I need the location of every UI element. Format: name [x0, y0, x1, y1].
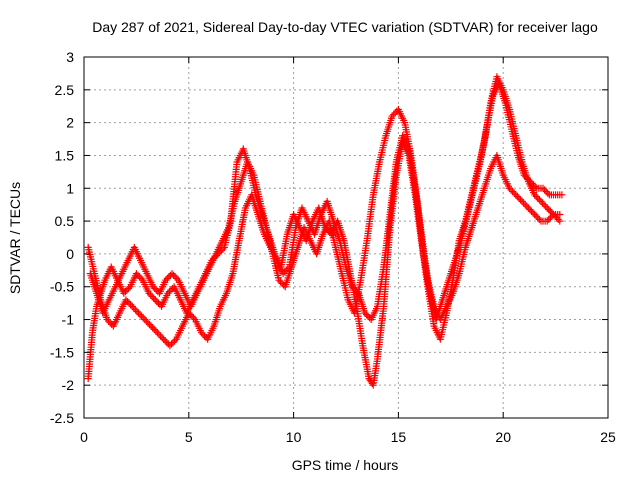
- y-tick-label: 1: [66, 180, 74, 196]
- y-tick-label: 0: [66, 246, 74, 262]
- y-tick-label: -2.5: [50, 410, 74, 426]
- chart-title: Day 287 of 2021, Sidereal Day-to-day VTE…: [92, 19, 598, 35]
- y-tick-label: -2: [62, 377, 75, 393]
- sdtvar-scatter-chart: 0 5 10 15 20 25-2.5-2-1.5-1-0.500.511.522.53 …: [0, 0, 640, 480]
- y-tick-label: -1: [62, 312, 75, 328]
- y-tick-label: 2.5: [55, 82, 75, 98]
- y-tick-label: 2: [66, 115, 74, 131]
- y-tick-label: 1.5: [55, 147, 75, 163]
- x-tick-label: 5: [185, 429, 193, 445]
- x-tick-label: 0: [80, 429, 88, 445]
- x-tick-label: 20: [495, 429, 511, 445]
- y-tick-label: 3: [66, 49, 74, 65]
- x-tick-label: 25: [600, 429, 616, 445]
- y-tick-label: -1.5: [50, 344, 74, 360]
- y-tick-label: -0.5: [50, 279, 74, 295]
- chart-container: 0 5 10 15 20 25 -2.5 -2 -1.5 -1 -0.5 0 0.5 1 1.5 2 2.5 3 …: [0, 0, 640, 480]
- y-tick-label: 0.5: [55, 213, 75, 229]
- y-axis-label: SDTVAR / TECUs: [7, 182, 23, 294]
- x-tick-label: 10: [286, 429, 302, 445]
- x-tick-label: 15: [391, 429, 407, 445]
- x-axis-label: GPS time / hours: [292, 457, 399, 473]
